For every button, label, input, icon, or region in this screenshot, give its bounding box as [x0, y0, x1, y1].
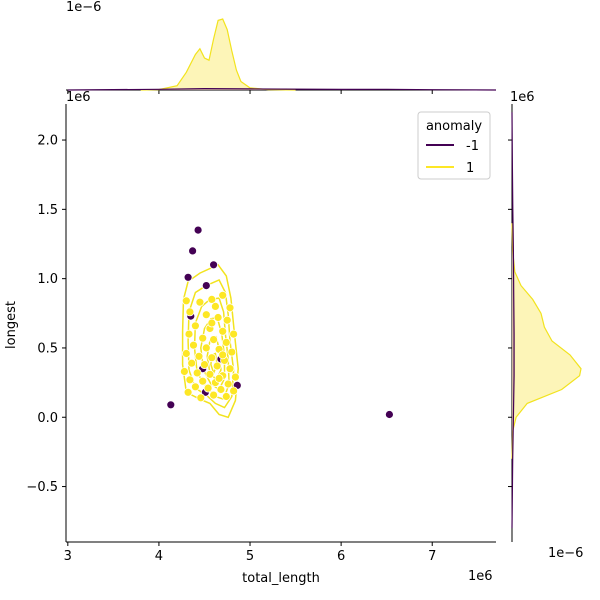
- y-tick-label--0.5: −0.5: [26, 480, 58, 495]
- right-marginal-line-anomaly: [511, 112, 515, 529]
- legend-label-anomaly: -1: [466, 139, 479, 154]
- normal-point-19: [189, 340, 198, 350]
- x-tick-label-6: 6: [337, 549, 345, 564]
- x-tick-label-5: 5: [246, 549, 254, 564]
- normal-point-42: [216, 385, 226, 394]
- legend-title: anomaly: [426, 119, 482, 134]
- y-offset-label: 1e6: [66, 90, 91, 105]
- joint-plot-group: 1e−6 1e6 1e−6 3 4 5 6 7 −0.5 0.0 0.5 1.0 1.5 2.0 1…: [4, 0, 583, 586]
- normal-point-4: [210, 301, 220, 311]
- normal-point-24: [194, 351, 204, 361]
- normal-point-35: [230, 372, 240, 382]
- normal-point-37: [198, 376, 208, 386]
- legend-label-normal: 1: [466, 161, 474, 176]
- right-marginal-offset-label: 1e−6: [548, 546, 583, 561]
- legend: anomaly -1 1: [417, 111, 491, 180]
- normal-point-10: [222, 315, 232, 325]
- anomaly-point-2: [188, 246, 198, 256]
- anomaly-point-12: [384, 410, 394, 419]
- normal-point-33: [205, 369, 215, 379]
- normal-point-18: [221, 337, 231, 347]
- normal-point-15: [184, 329, 194, 339]
- top-marginal-offset-label: 1e−6: [66, 0, 101, 15]
- normal-point-11: [190, 321, 200, 331]
- normal-point-20: [201, 343, 211, 353]
- normal-point-30: [225, 364, 235, 374]
- normal-point-28: [200, 360, 209, 370]
- anomaly-point-5: [201, 281, 211, 291]
- normal-point-49: [207, 318, 217, 328]
- normal-point-47: [196, 393, 206, 403]
- kde-contour-4: [200, 316, 226, 391]
- x-tick-label-7: 7: [428, 549, 436, 564]
- kde-contour-2: [187, 279, 235, 409]
- anomaly-point-3: [209, 260, 219, 270]
- normal-point-2: [195, 297, 205, 307]
- x-tick-label-4: 4: [155, 549, 163, 564]
- y-axis-label: longest: [4, 301, 19, 349]
- right-marginal-fill-normal: [512, 223, 581, 459]
- normal-point-1: [181, 296, 191, 306]
- anomaly-point-1: [193, 225, 203, 235]
- normal-point-41: [203, 383, 213, 393]
- top-marginal-line-normal: [140, 18, 296, 91]
- normal-point-29: [212, 361, 222, 371]
- normal-point-39: [223, 379, 233, 389]
- x-offset-label: 1e6: [468, 569, 493, 584]
- normal-point-7: [185, 307, 195, 317]
- normal-point-40: [190, 382, 200, 392]
- right-marginal-top-label: 1e6: [510, 90, 535, 105]
- normal-point-45: [209, 390, 219, 400]
- x-axis-label: total_length: [242, 571, 320, 586]
- normal-point-9: [213, 313, 223, 322]
- normal-point-8: [201, 310, 211, 320]
- top-marginal-density: [66, 18, 497, 94]
- normal-point-5: [218, 290, 228, 300]
- y-tick-label-1: 1.0: [37, 272, 58, 287]
- normal-point-6: [225, 303, 235, 313]
- normal-point-3: [207, 294, 217, 304]
- top-marginal-fill-normal: [140, 19, 296, 90]
- normal-point-46: [221, 392, 231, 401]
- kde-contour-1: [181, 263, 239, 419]
- normal-point-50: [218, 350, 228, 360]
- normal-point-44: [183, 387, 193, 397]
- main-plot-area: 3 4 5 6 7 −0.5 0.0 0.5 1.0 1.5 2.0: [26, 104, 496, 564]
- normal-point-16: [198, 333, 208, 343]
- right-marginal-line-normal: [511, 223, 582, 459]
- main-axes: 3 4 5 6 7 −0.5 0.0 0.5 1.0 1.5 2.0: [26, 104, 496, 564]
- anomaly-point-11: [166, 400, 176, 410]
- x-tick-label-3: 3: [64, 549, 72, 564]
- normal-point-36: [185, 375, 195, 385]
- y-tick-label-1.5: 1.5: [37, 203, 58, 218]
- normal-point-22: [227, 347, 237, 357]
- normal-point-43: [229, 386, 239, 396]
- y-tick-label-0: 0.0: [37, 411, 58, 426]
- normal-point-31: [179, 367, 189, 376]
- normal-point-32: [192, 368, 202, 378]
- right-marginal-density: [508, 104, 582, 542]
- y-tick-label-2: 2.0: [37, 134, 58, 149]
- scatter-points: [166, 225, 394, 419]
- normal-point-25: [207, 353, 217, 363]
- normal-point-13: [218, 326, 228, 336]
- normal-point-14: [229, 329, 239, 339]
- normal-point-23: [181, 349, 191, 358]
- anomaly-point-4: [183, 272, 193, 282]
- normal-point-27: [187, 358, 197, 368]
- y-tick-label-0.5: 0.5: [37, 341, 58, 356]
- top-marginal-line-anomaly: [67, 87, 497, 91]
- normal-point-17: [209, 335, 219, 345]
- normal-point-48: [214, 373, 224, 383]
